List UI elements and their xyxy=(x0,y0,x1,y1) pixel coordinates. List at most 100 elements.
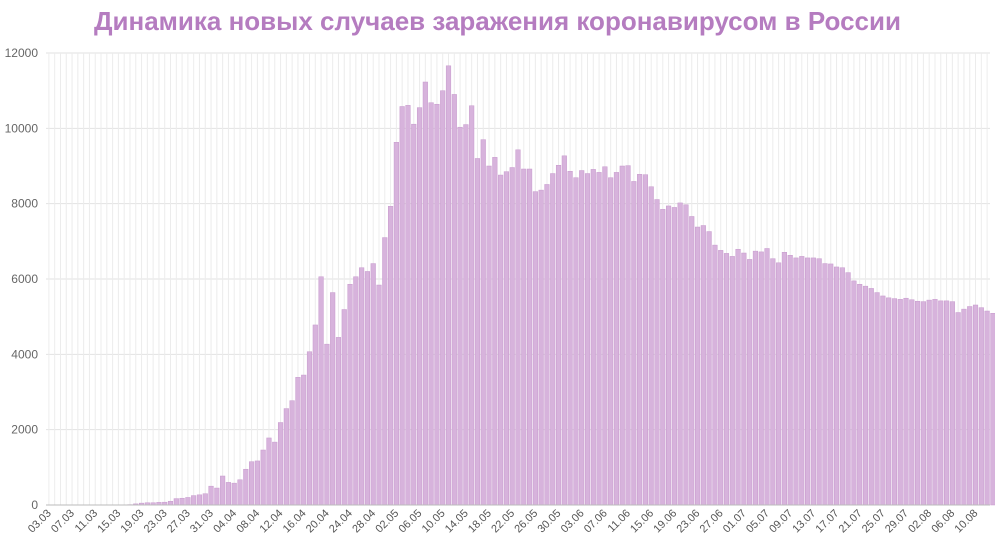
bar xyxy=(445,65,452,506)
y-tick-label: 12000 xyxy=(5,46,39,60)
bar xyxy=(915,300,921,506)
bar xyxy=(608,177,614,506)
bar xyxy=(561,155,567,506)
bar xyxy=(613,172,620,506)
bar xyxy=(700,225,706,506)
bar xyxy=(573,177,579,506)
bar xyxy=(805,257,811,506)
bar xyxy=(283,408,289,506)
bar xyxy=(347,284,353,506)
bar xyxy=(179,497,185,506)
bar xyxy=(631,181,637,506)
x-tick-label: 30.05 xyxy=(536,507,564,535)
bar xyxy=(694,226,701,506)
bar xyxy=(324,343,330,506)
x-tick-label: 31.03 xyxy=(188,507,216,535)
bar xyxy=(990,313,995,506)
bar xyxy=(909,299,915,506)
x-tick-label: 24.04 xyxy=(327,507,355,535)
bar xyxy=(706,231,712,506)
bar xyxy=(874,292,880,506)
x-tick-label: 26.05 xyxy=(512,507,540,535)
bar xyxy=(544,184,550,506)
bar xyxy=(596,172,602,506)
x-tick-label: 27.06 xyxy=(698,507,726,535)
bar xyxy=(868,288,874,506)
x-tick-label: 11.03 xyxy=(73,507,100,534)
bar xyxy=(671,207,677,506)
x-tick-label: 21.07 xyxy=(837,507,865,535)
bar xyxy=(388,206,394,506)
x-tick-label: 15.03 xyxy=(95,507,123,535)
bar xyxy=(579,170,585,506)
x-tick-label: 12.04 xyxy=(258,507,286,535)
x-tick-label: 01.07 xyxy=(721,507,749,535)
bar xyxy=(955,312,961,506)
bar xyxy=(191,495,197,506)
bar xyxy=(590,169,596,506)
y-tick-label: 4000 xyxy=(11,347,38,361)
bar xyxy=(747,259,753,506)
x-tick-label: 02.05 xyxy=(373,507,401,535)
bar xyxy=(353,276,359,506)
bar xyxy=(492,157,498,506)
bar xyxy=(405,105,411,506)
bar xyxy=(961,308,967,506)
y-tick-label: 6000 xyxy=(11,272,38,286)
bar xyxy=(289,400,295,506)
x-tick-label: 05.07 xyxy=(744,507,772,535)
bar xyxy=(399,106,405,506)
bar xyxy=(735,248,741,506)
x-tick-label: 28.04 xyxy=(350,507,378,535)
bar xyxy=(683,204,689,506)
x-tick-label: 29.07 xyxy=(883,507,911,535)
bar xyxy=(770,258,776,506)
bar xyxy=(480,139,486,506)
x-tick-label: 02.08 xyxy=(906,507,934,535)
x-tick-label: 04.04 xyxy=(211,507,239,535)
bar xyxy=(196,494,203,506)
bar xyxy=(312,324,318,506)
bar xyxy=(712,244,718,506)
bar xyxy=(793,257,799,506)
bar xyxy=(306,351,313,506)
bar xyxy=(978,307,984,506)
x-tick-label: 25.07 xyxy=(860,507,888,535)
bar xyxy=(301,374,307,506)
x-tick-label: 10.08 xyxy=(953,507,981,535)
bar xyxy=(949,301,955,506)
bar xyxy=(330,292,336,506)
x-tick-label: 16.04 xyxy=(281,507,309,535)
bar xyxy=(758,251,764,506)
bar xyxy=(214,487,220,506)
bar xyxy=(602,166,608,506)
bar xyxy=(411,123,417,506)
bar xyxy=(167,500,174,506)
x-tick-label: 13.07 xyxy=(790,507,818,535)
bar xyxy=(851,280,857,506)
x-tick-label: 11.06 xyxy=(606,507,633,534)
bar xyxy=(938,300,944,506)
bar xyxy=(984,310,990,506)
bar xyxy=(584,173,591,506)
bar xyxy=(469,105,475,506)
bar xyxy=(845,272,851,506)
bar xyxy=(776,262,782,506)
bar xyxy=(277,422,284,506)
bar xyxy=(677,202,683,506)
bar xyxy=(474,158,481,506)
bar xyxy=(654,199,660,506)
bar xyxy=(625,165,631,506)
x-tick-label: 06.08 xyxy=(929,507,957,535)
bar xyxy=(833,266,840,506)
bar xyxy=(428,102,434,506)
bar xyxy=(254,460,260,506)
bar xyxy=(434,103,440,506)
bar xyxy=(666,205,672,506)
x-tick-label: 07.06 xyxy=(582,507,610,535)
bar xyxy=(781,252,787,506)
bar xyxy=(862,285,869,506)
bar xyxy=(891,298,898,506)
bar xyxy=(237,479,243,506)
bar xyxy=(880,295,886,506)
